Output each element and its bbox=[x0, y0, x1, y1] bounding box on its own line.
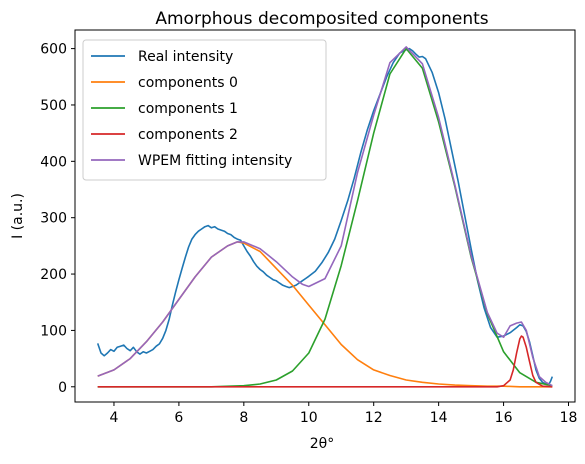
plot-area bbox=[96, 46, 554, 388]
x-tick-label: 14 bbox=[430, 410, 448, 426]
y-tick-label: 100 bbox=[40, 323, 67, 339]
x-axis-label: 2θ° bbox=[310, 436, 334, 452]
y-axis: 0 100 200 300 400 500 600 bbox=[40, 42, 75, 396]
x-tick-label: 4 bbox=[110, 410, 119, 426]
legend-label-1: components 0 bbox=[138, 75, 238, 91]
series-line-3 bbox=[97, 335, 553, 388]
series-line-4 bbox=[97, 46, 553, 387]
x-tick-label: 6 bbox=[174, 410, 183, 426]
x-tick-label: 18 bbox=[560, 410, 578, 426]
x-tick-label: 12 bbox=[365, 410, 383, 426]
y-tick-label: 500 bbox=[40, 98, 67, 114]
y-tick-label: 600 bbox=[40, 42, 67, 58]
y-axis-label: I (a.u.) bbox=[10, 193, 26, 239]
series-line-2 bbox=[97, 47, 553, 388]
x-tick-label: 8 bbox=[239, 410, 248, 426]
legend-label-0: Real intensity bbox=[138, 49, 233, 65]
legend: Real intensity components 0 components 1 co… bbox=[82, 39, 327, 181]
legend-label-2: components 1 bbox=[138, 101, 238, 117]
x-tick-label: 16 bbox=[495, 410, 513, 426]
y-tick-label: 200 bbox=[40, 267, 67, 283]
y-tick-label: 0 bbox=[58, 380, 67, 396]
series-line-1 bbox=[97, 241, 553, 388]
y-tick-label: 300 bbox=[40, 211, 67, 227]
axes-frame bbox=[74, 29, 576, 403]
x-axis: 4 6 8 10 12 14 16 18 bbox=[110, 402, 578, 426]
y-tick-label: 400 bbox=[40, 154, 67, 170]
legend-box bbox=[82, 39, 327, 181]
legend-label-4: WPEM fitting intensity bbox=[138, 153, 292, 169]
legend-label-3: components 2 bbox=[138, 127, 238, 143]
x-tick-label: 10 bbox=[300, 410, 318, 426]
chart-title: Amorphous decomposited components bbox=[155, 9, 488, 29]
series-line-0 bbox=[96, 47, 554, 385]
